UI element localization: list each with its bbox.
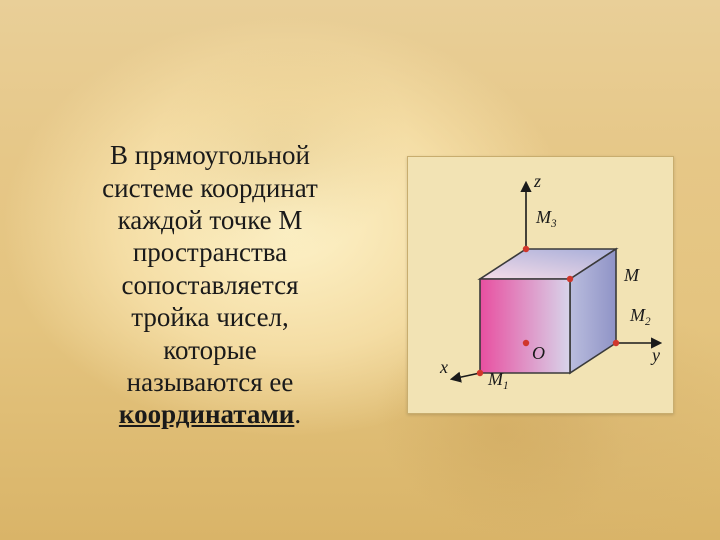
text-line: пространства bbox=[133, 237, 287, 267]
text-line: которые bbox=[163, 335, 256, 365]
svg-text:M: M bbox=[623, 265, 640, 285]
content-row: В прямоугольной системе координат каждой… bbox=[0, 0, 720, 540]
text-line: сопоставляется bbox=[121, 270, 298, 300]
svg-text:M3: M3 bbox=[535, 207, 557, 230]
svg-text:x: x bbox=[439, 357, 448, 377]
svg-text:z: z bbox=[533, 171, 541, 191]
slide: В прямоугольной системе координат каждой… bbox=[0, 0, 720, 540]
text-line: каждой точке М bbox=[118, 205, 303, 235]
text-line: системе координат bbox=[102, 173, 318, 203]
text-line: В прямоугольной bbox=[110, 140, 310, 170]
diagram-svg: xyzOMM1M2M3 bbox=[408, 157, 673, 413]
cuboid bbox=[480, 249, 616, 373]
keyword: координатами bbox=[119, 399, 294, 429]
svg-text:M2: M2 bbox=[629, 305, 651, 328]
svg-text:O: O bbox=[532, 343, 545, 363]
text-line: тройка чисел, bbox=[131, 302, 289, 332]
body-text: В прямоугольной системе координат каждой… bbox=[30, 139, 390, 431]
text-suffix: . bbox=[294, 399, 301, 429]
text-line: называются ее bbox=[127, 367, 294, 397]
figure-container: xyzOMM1M2M3 bbox=[390, 156, 690, 414]
svg-text:y: y bbox=[650, 345, 660, 365]
coordinate-diagram: xyzOMM1M2M3 bbox=[407, 156, 674, 414]
